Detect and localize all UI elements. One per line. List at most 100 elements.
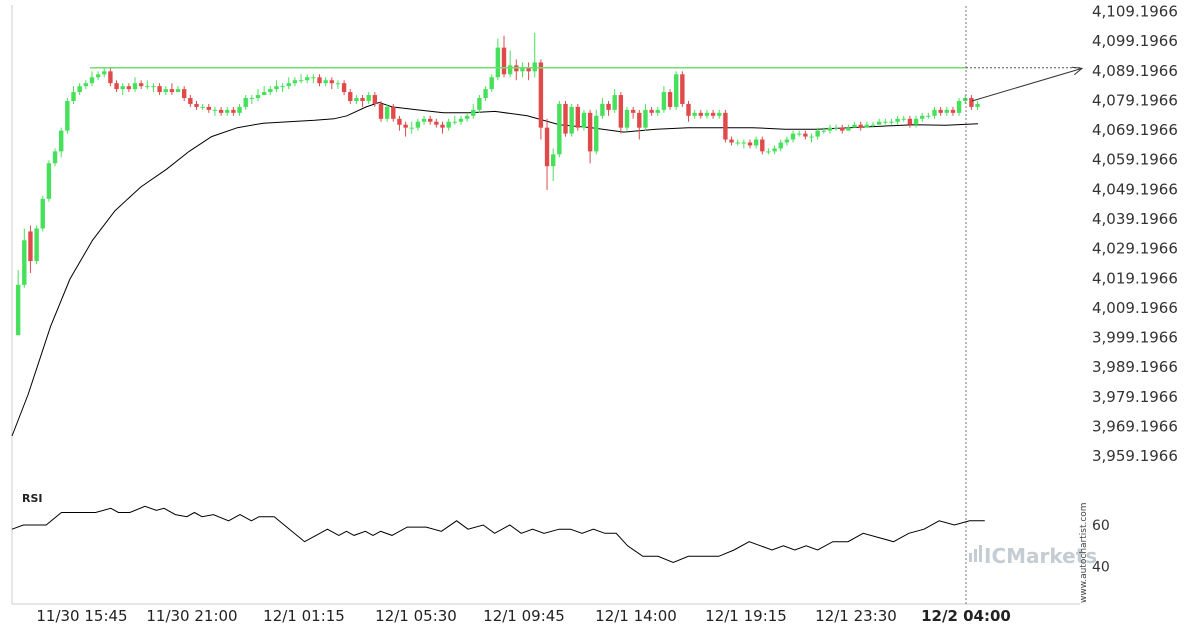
candle <box>840 124 845 134</box>
rsi-line <box>11 505 985 564</box>
candle <box>797 130 802 137</box>
price-tick-label: 3,989.1966 <box>1092 358 1178 376</box>
candle <box>182 86 187 101</box>
candle <box>397 115 402 131</box>
candle <box>637 109 642 140</box>
price-tick-label: 4,059.1966 <box>1092 151 1178 169</box>
candle <box>458 115 464 125</box>
candle <box>22 228 27 288</box>
candle <box>108 68 113 87</box>
candle <box>858 121 863 131</box>
candle <box>661 86 667 113</box>
candle <box>341 80 347 96</box>
candle <box>526 62 531 81</box>
candle <box>464 112 470 122</box>
candle <box>544 118 550 190</box>
candle <box>249 95 255 104</box>
watermark-text: www.autochartist.com <box>1079 502 1089 603</box>
price-tick-label: 4,099.1966 <box>1092 32 1178 50</box>
candle <box>120 83 125 96</box>
candle <box>870 121 876 128</box>
candle <box>317 74 322 87</box>
candle <box>741 139 747 149</box>
candle <box>305 74 310 84</box>
candle <box>532 32 537 78</box>
candle <box>212 106 218 116</box>
candle <box>649 106 654 116</box>
candle <box>335 80 341 90</box>
candle <box>557 100 562 158</box>
candle <box>255 89 261 101</box>
candle <box>298 74 304 84</box>
candle <box>772 145 777 155</box>
time-tick-label: 12/1 05:30 <box>375 607 457 625</box>
candlestick-series <box>15 32 980 336</box>
candle <box>563 100 568 137</box>
candle <box>243 95 248 110</box>
candle <box>514 59 519 81</box>
candle <box>969 95 974 110</box>
brand-text: ICMarkets <box>984 544 1097 568</box>
candle <box>372 92 378 107</box>
candle <box>89 71 95 87</box>
candle <box>667 89 673 110</box>
price-tick-label: 4,079.1966 <box>1092 91 1178 109</box>
candle <box>132 77 138 93</box>
candle <box>286 77 291 90</box>
candle <box>83 80 88 90</box>
candle <box>65 98 70 134</box>
candle <box>102 68 107 78</box>
candle <box>354 95 359 104</box>
price-axis: 4,109.1966 4,099.1966 4,089.1966 4,079.1966… <box>1092 2 1178 465</box>
candle <box>384 103 390 122</box>
price-tick-label: 4,089.1966 <box>1092 62 1178 80</box>
candle <box>815 127 820 140</box>
candle <box>913 115 919 128</box>
candle <box>876 118 882 125</box>
candle <box>34 225 39 265</box>
candle <box>188 95 193 107</box>
candle <box>760 136 765 155</box>
candle <box>766 148 771 155</box>
candle <box>950 106 956 116</box>
time-tick-label: 11/30 21:00 <box>146 607 237 625</box>
candle <box>194 100 199 110</box>
candle <box>175 86 181 93</box>
candle <box>200 103 205 110</box>
candle <box>40 195 45 232</box>
candle <box>784 136 790 146</box>
candle <box>421 115 427 125</box>
candle <box>753 136 759 149</box>
time-tick-label: 12/1 19:15 <box>705 607 787 625</box>
candle <box>920 112 925 122</box>
candle <box>723 109 728 143</box>
rsi-title: RSI <box>22 492 43 505</box>
candle <box>618 92 624 134</box>
candle <box>329 77 334 90</box>
candle <box>169 83 175 96</box>
price-tick-label: 3,969.1966 <box>1092 418 1178 436</box>
time-tick-label: 12/1 23:30 <box>815 607 897 625</box>
pattern-overlay <box>90 6 1084 604</box>
candle <box>145 80 150 90</box>
candle <box>440 121 445 134</box>
candle <box>366 92 371 104</box>
price-tick-label: 4,039.1966 <box>1092 210 1178 228</box>
chart-frame <box>11 5 1080 605</box>
candle <box>907 115 913 128</box>
rsi-tick-label: 60 <box>1092 518 1110 534</box>
candle <box>827 124 833 134</box>
ma-path <box>11 101 979 437</box>
brand-logo: ICMarkets <box>969 544 1097 568</box>
candle <box>28 225 33 273</box>
time-tick-label: 12/1 01:15 <box>263 607 345 625</box>
candle <box>833 124 839 131</box>
candle <box>446 118 451 131</box>
candle <box>71 86 76 104</box>
candle <box>956 98 962 116</box>
time-tick-label: 11/30 15:45 <box>36 607 127 625</box>
candle <box>852 121 857 128</box>
candle <box>901 115 906 122</box>
candle <box>206 103 211 113</box>
